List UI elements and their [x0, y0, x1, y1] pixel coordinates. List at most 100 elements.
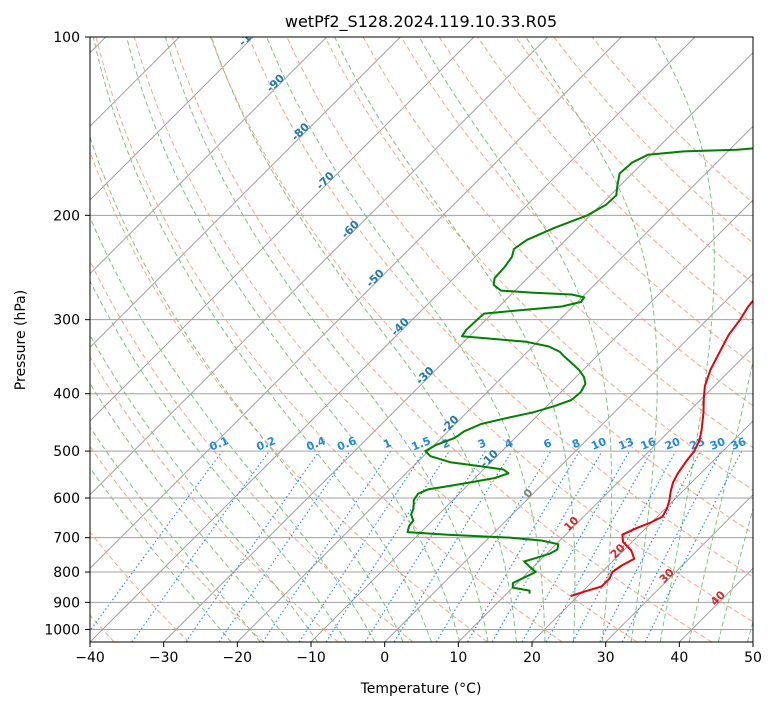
dry-adiabat-line: [210, 37, 753, 623]
adiabat-label: -30: [413, 364, 436, 387]
adiabat-label: -50: [364, 266, 387, 289]
dry-adiabat-line: [133, 37, 638, 642]
y-axis-label: Pressure (hPa): [13, 290, 29, 390]
dry-adiabat-line: [90, 150, 488, 642]
dewpoint-line: [406, 147, 753, 594]
mixing-ratio-line: [131, 450, 270, 642]
dry-adiabat-line: [90, 259, 414, 642]
x-tick-label: 40: [670, 650, 688, 666]
mixing-ratio-label: 13: [617, 435, 636, 453]
moist-adiabat-line: [688, 358, 753, 642]
x-axis-ticks: −40 −30 −20 −10 0 10 20 30 40 50: [75, 642, 762, 666]
adiabat-label: -100: [236, 20, 265, 49]
moist-adiabat-line: [418, 37, 613, 642]
x-tick-label: 10: [449, 650, 467, 666]
isotherm-line: [163, 51, 753, 642]
dry-adiabat-line: [553, 37, 753, 244]
moist-adiabat-line: [717, 506, 753, 642]
plot-frame: [89, 36, 754, 643]
dry-adiabat-line: [248, 37, 753, 578]
dry-adiabat-line: [90, 531, 190, 642]
y-tick-label: 700: [53, 531, 80, 547]
mixing-ratio-line: [298, 450, 425, 642]
mixing-ratio-line: [218, 450, 351, 642]
isotherm-line: [236, 125, 753, 642]
moist-adiabat-line: [90, 382, 290, 642]
mixing-ratio-label: 6: [542, 436, 554, 451]
mixing-ratio-line: [621, 450, 722, 642]
x-tick-label: 30: [597, 650, 615, 666]
y-tick-label: 800: [53, 565, 80, 581]
mixing-ratio-line: [572, 450, 677, 642]
moist-adiabat-line: [126, 37, 461, 642]
isotherm-line: [531, 420, 753, 642]
y-tick-label: 500: [53, 444, 80, 460]
adiabat-label: 40: [708, 588, 728, 608]
isotherm-line: [457, 346, 753, 642]
isotherm-line: [384, 272, 753, 642]
dry-adiabat-line: [95, 37, 563, 642]
isotherm-line: [310, 199, 753, 642]
adiabat-label: 10: [561, 514, 581, 534]
adiabat-label: -80: [289, 120, 312, 143]
dry-adiabat-line: [90, 445, 264, 642]
mixing-ratio-label: 10: [589, 435, 608, 453]
y-tick-label: 100: [53, 30, 80, 46]
x-axis-label: Temperature (°C): [360, 681, 482, 697]
adiabat-labels: 0.1 0.2 0.4 0.6 1 1.5 2 3 4 6 8 10 13 16 20 25 30 36-100-…: [208, 20, 749, 608]
y-axis-ticks: 100 200 300 400 500 600 700 800 900 1000: [44, 30, 90, 638]
x-tick-label: −20: [223, 650, 253, 666]
mixing-ratio-label: 30: [708, 435, 727, 453]
mixing-ratio-label: 8: [570, 436, 582, 451]
pressure-gridlines: [90, 37, 753, 630]
mixing-ratio-label: 20: [663, 435, 682, 453]
mixing-ratio-line: [644, 450, 743, 642]
isotherm-line: [752, 641, 753, 642]
x-tick-label: −40: [75, 650, 105, 666]
adiabat-label: -90: [264, 71, 287, 94]
dry-adiabat-lines: [90, 37, 753, 642]
isotherm-line: [90, 37, 696, 642]
isotherm-lines: [90, 37, 753, 642]
x-tick-label: 20: [523, 650, 541, 666]
moist-adiabat-line: [334, 37, 576, 642]
moist-adiabat-line: [266, 37, 546, 642]
moist-adiabat-line: [90, 334, 319, 642]
moist-adiabat-line: [164, 37, 489, 642]
dry-adiabat-line: [400, 37, 753, 407]
moist-adiabat-line: [90, 135, 404, 642]
y-tick-label: 600: [53, 491, 80, 507]
x-tick-label: 50: [744, 650, 762, 666]
mixing-ratio-line: [521, 450, 630, 642]
dry-adiabat-line: [90, 356, 339, 642]
temperature-line: [570, 299, 753, 597]
isotherm-line: [90, 37, 401, 349]
moist-adiabat-lines: [90, 37, 753, 642]
y-tick-label: 300: [53, 313, 80, 329]
y-tick-label: 1000: [44, 622, 80, 638]
y-tick-label: 900: [53, 595, 80, 611]
mixing-ratio-line: [325, 450, 450, 642]
chart-title: wetPf2_S128.2024.119.10.33.R05: [285, 12, 557, 32]
moist-adiabat-line: [90, 467, 232, 642]
moist-adiabat-line: [525, 37, 658, 642]
mixing-ratio-lines: [90, 450, 743, 642]
moist-adiabat-line: [92, 37, 432, 642]
mixing-ratio-line: [90, 450, 223, 632]
isotherm-line: [90, 37, 549, 496]
moist-adiabat-line: [90, 215, 376, 642]
mixing-ratio-label: 36: [729, 435, 748, 453]
x-tick-label: 0: [380, 650, 389, 666]
isotherm-line: [90, 37, 475, 422]
isotherm-line: [90, 37, 622, 570]
dry-adiabat-line: [324, 37, 753, 491]
sounding-series: [406, 147, 753, 597]
mixing-ratio-line: [262, 450, 392, 642]
mixing-ratio-label: 2: [440, 436, 452, 451]
adiabat-label: -20: [438, 413, 461, 436]
isotherm-line: [90, 37, 328, 275]
mixing-ratio-label: 3: [476, 436, 488, 451]
mixing-ratio-line: [393, 450, 513, 642]
adiabat-label: -60: [339, 218, 362, 241]
